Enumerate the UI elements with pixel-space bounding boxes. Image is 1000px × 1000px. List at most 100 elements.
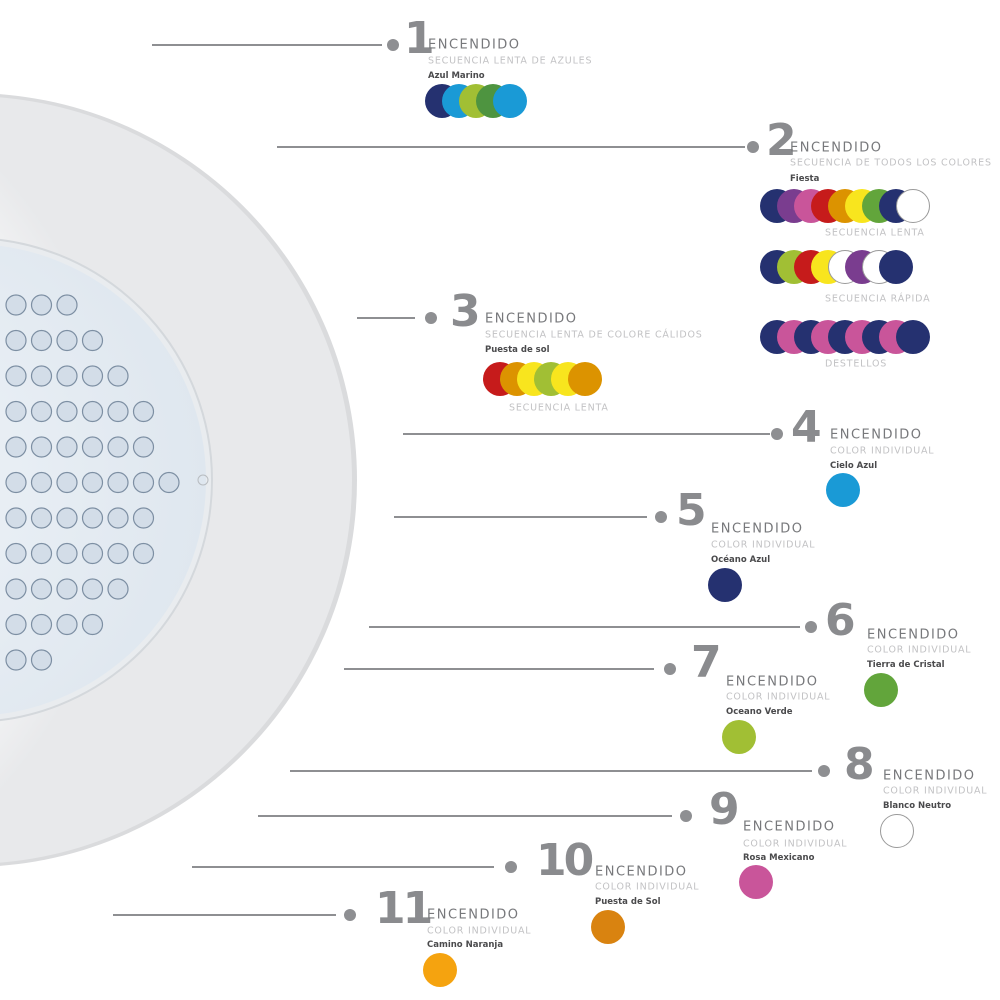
led <box>30 613 53 636</box>
led <box>5 329 27 352</box>
leader-line <box>403 433 770 435</box>
led <box>132 542 155 565</box>
led <box>5 471 27 494</box>
mode-number: 5 <box>676 485 707 536</box>
color-swatch <box>568 362 602 396</box>
led <box>56 294 78 316</box>
led <box>5 400 27 423</box>
led <box>56 365 78 387</box>
color-name: Rosa Mexicano <box>743 852 815 863</box>
leader-line <box>192 866 494 868</box>
color-name: Oceano Verde <box>726 706 793 717</box>
color-name: Puesta de sol <box>485 344 550 355</box>
led <box>56 542 78 565</box>
leader-line <box>290 770 812 772</box>
mode-title: ENCENDIDO <box>790 140 883 156</box>
led <box>30 436 53 458</box>
leader-dot <box>505 861 517 873</box>
mode-subtitle: SECUENCIA LENTA DE COLORE CÁLIDOS <box>485 329 703 341</box>
color-swatch <box>826 473 860 507</box>
led <box>30 578 53 600</box>
mode-title: ENCENDIDO <box>427 907 520 923</box>
leader-line <box>113 914 336 916</box>
led <box>5 649 27 671</box>
leader-line <box>277 146 745 148</box>
mode-subtitle: COLOR INDIVIDUAL <box>427 925 532 937</box>
mode-title: ENCENDIDO <box>726 674 819 690</box>
mode-subtitle: COLOR INDIVIDUAL <box>726 691 831 703</box>
sequence-label: SECUENCIA LENTA <box>825 227 925 239</box>
led <box>158 471 180 494</box>
led-grid <box>5 294 180 671</box>
led <box>132 400 155 423</box>
led <box>107 365 129 387</box>
led <box>30 649 53 671</box>
sequence-label: SECUENCIA RÁPIDA <box>825 293 931 305</box>
color-swatch <box>896 189 930 223</box>
led <box>5 578 27 600</box>
mode-number: 6 <box>825 595 856 646</box>
led <box>81 365 104 387</box>
leader-line <box>258 815 672 817</box>
leader-line <box>344 668 654 670</box>
led <box>5 542 27 565</box>
led <box>107 471 129 494</box>
mode-number: 8 <box>844 739 875 790</box>
color-swatch <box>708 568 742 602</box>
led <box>107 400 129 423</box>
leader-line <box>357 317 415 319</box>
mode-title: ENCENDIDO <box>485 311 578 327</box>
mode-number: 4 <box>791 402 822 453</box>
color-name: Blanco Neutro <box>883 800 952 811</box>
led <box>30 471 53 494</box>
led <box>132 507 155 529</box>
mode-title: ENCENDIDO <box>711 521 804 537</box>
mode-subtitle: COLOR INDIVIDUAL <box>595 881 700 893</box>
led <box>30 400 53 423</box>
led <box>107 578 129 600</box>
led <box>5 365 27 387</box>
led <box>30 294 53 316</box>
leader-dot <box>818 765 830 777</box>
led <box>5 294 27 316</box>
color-swatch <box>591 910 625 944</box>
mode-title: ENCENDIDO <box>743 819 836 835</box>
color-swatch <box>879 250 913 284</box>
mode-subtitle: COLOR INDIVIDUAL <box>711 539 816 551</box>
mode-number: 1 <box>404 13 435 64</box>
color-name: Cielo Azul <box>830 460 878 471</box>
color-name: Puesta de Sol <box>595 896 661 907</box>
mode-title: ENCENDIDO <box>428 37 521 53</box>
leader-line <box>394 516 647 518</box>
leader-dot <box>805 621 817 633</box>
led <box>81 329 104 352</box>
leader-dot <box>387 39 399 51</box>
color-swatch <box>896 320 930 354</box>
mode-number: 10 <box>536 835 594 886</box>
led <box>81 578 104 600</box>
color-swatch <box>423 953 457 987</box>
led <box>107 436 129 458</box>
leader-dot <box>655 511 667 523</box>
mode-subtitle: COLOR INDIVIDUAL <box>830 445 935 457</box>
color-swatch <box>864 673 898 707</box>
color-swatch <box>493 84 527 118</box>
mode-number: 11 <box>375 883 433 934</box>
leader-dot <box>747 141 759 153</box>
led <box>107 507 129 529</box>
led <box>56 507 78 529</box>
color-name: Fiesta <box>790 173 820 184</box>
led <box>81 436 104 458</box>
led <box>81 400 104 423</box>
led <box>5 613 27 636</box>
led <box>81 471 104 494</box>
leader-dot <box>425 312 437 324</box>
mode-number: 9 <box>709 784 740 835</box>
led <box>30 329 53 352</box>
led <box>81 542 104 565</box>
led <box>30 507 53 529</box>
color-name: Azul Marino <box>428 70 485 81</box>
led <box>56 613 78 636</box>
mode-number: 3 <box>450 286 481 337</box>
